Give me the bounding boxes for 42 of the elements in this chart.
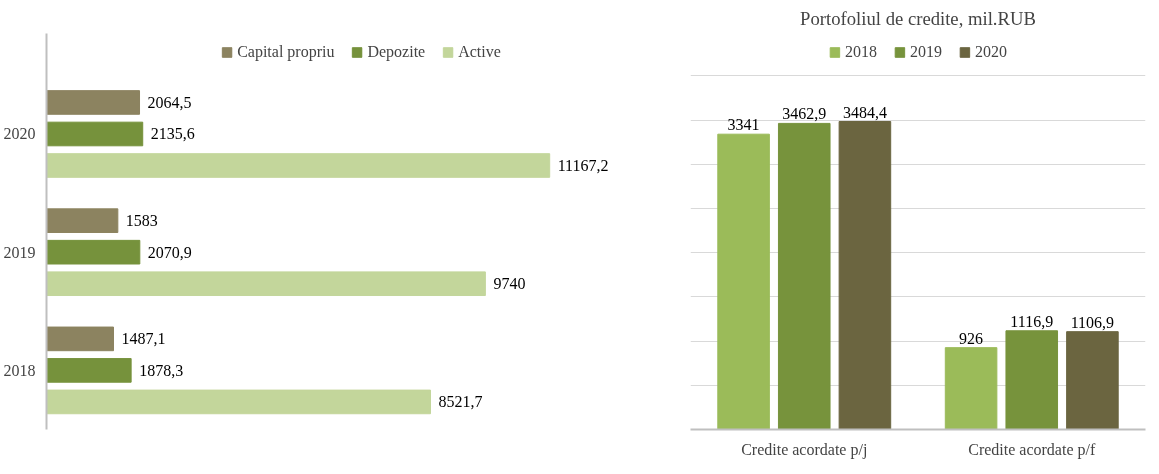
- y-tick-label: 2020: [3, 125, 36, 143]
- legend-label: 2018: [845, 43, 877, 61]
- bar: [1005, 330, 1059, 430]
- data-label: 8521,7: [438, 393, 483, 411]
- data-label: 1487,1: [121, 330, 166, 348]
- data-label: 2135,6: [150, 125, 195, 143]
- bar: [944, 347, 998, 430]
- bar: [777, 122, 831, 430]
- data-label: 1878,3: [139, 361, 184, 379]
- data-label: 1116,9: [1010, 312, 1054, 330]
- bar: [838, 121, 892, 430]
- bar: [46, 358, 132, 383]
- y-tick-label: 2018: [3, 361, 36, 379]
- bar: [717, 133, 770, 430]
- bar: [46, 208, 119, 233]
- legend-label: 2020: [975, 43, 1007, 61]
- data-label: 926: [959, 329, 984, 347]
- bar: [46, 271, 486, 297]
- data-label: 9740: [493, 275, 526, 293]
- bar: [1066, 331, 1119, 430]
- bar: [46, 326, 115, 352]
- y-tick-label: 2019: [3, 243, 36, 261]
- data-label: 2064,5: [147, 93, 192, 111]
- data-label: 2070,9: [147, 243, 192, 261]
- data-label: 3462,9: [782, 105, 827, 123]
- bar: [46, 90, 141, 115]
- data-label: 1583: [125, 212, 158, 230]
- bar: [46, 389, 431, 415]
- bar: [46, 153, 551, 178]
- legend-label: Capital propriu: [237, 43, 335, 61]
- x-tick-label: Credite acordate p/f: [968, 440, 1096, 459]
- bar: [46, 121, 144, 147]
- data-label: 11167,2: [557, 157, 609, 174]
- data-label: 1106,9: [1070, 313, 1115, 331]
- legend-label: Depozite: [367, 43, 426, 61]
- legend-label: Active: [458, 43, 501, 61]
- x-tick-label: Credite acordate p/j: [741, 440, 868, 459]
- data-label: 3484,4: [842, 103, 887, 121]
- legend-label: 2019: [910, 43, 942, 61]
- data-label: 3341: [727, 116, 760, 134]
- chart-title: Portofoliul de credite, mil.RUB: [800, 7, 1036, 29]
- bar: [46, 239, 141, 265]
